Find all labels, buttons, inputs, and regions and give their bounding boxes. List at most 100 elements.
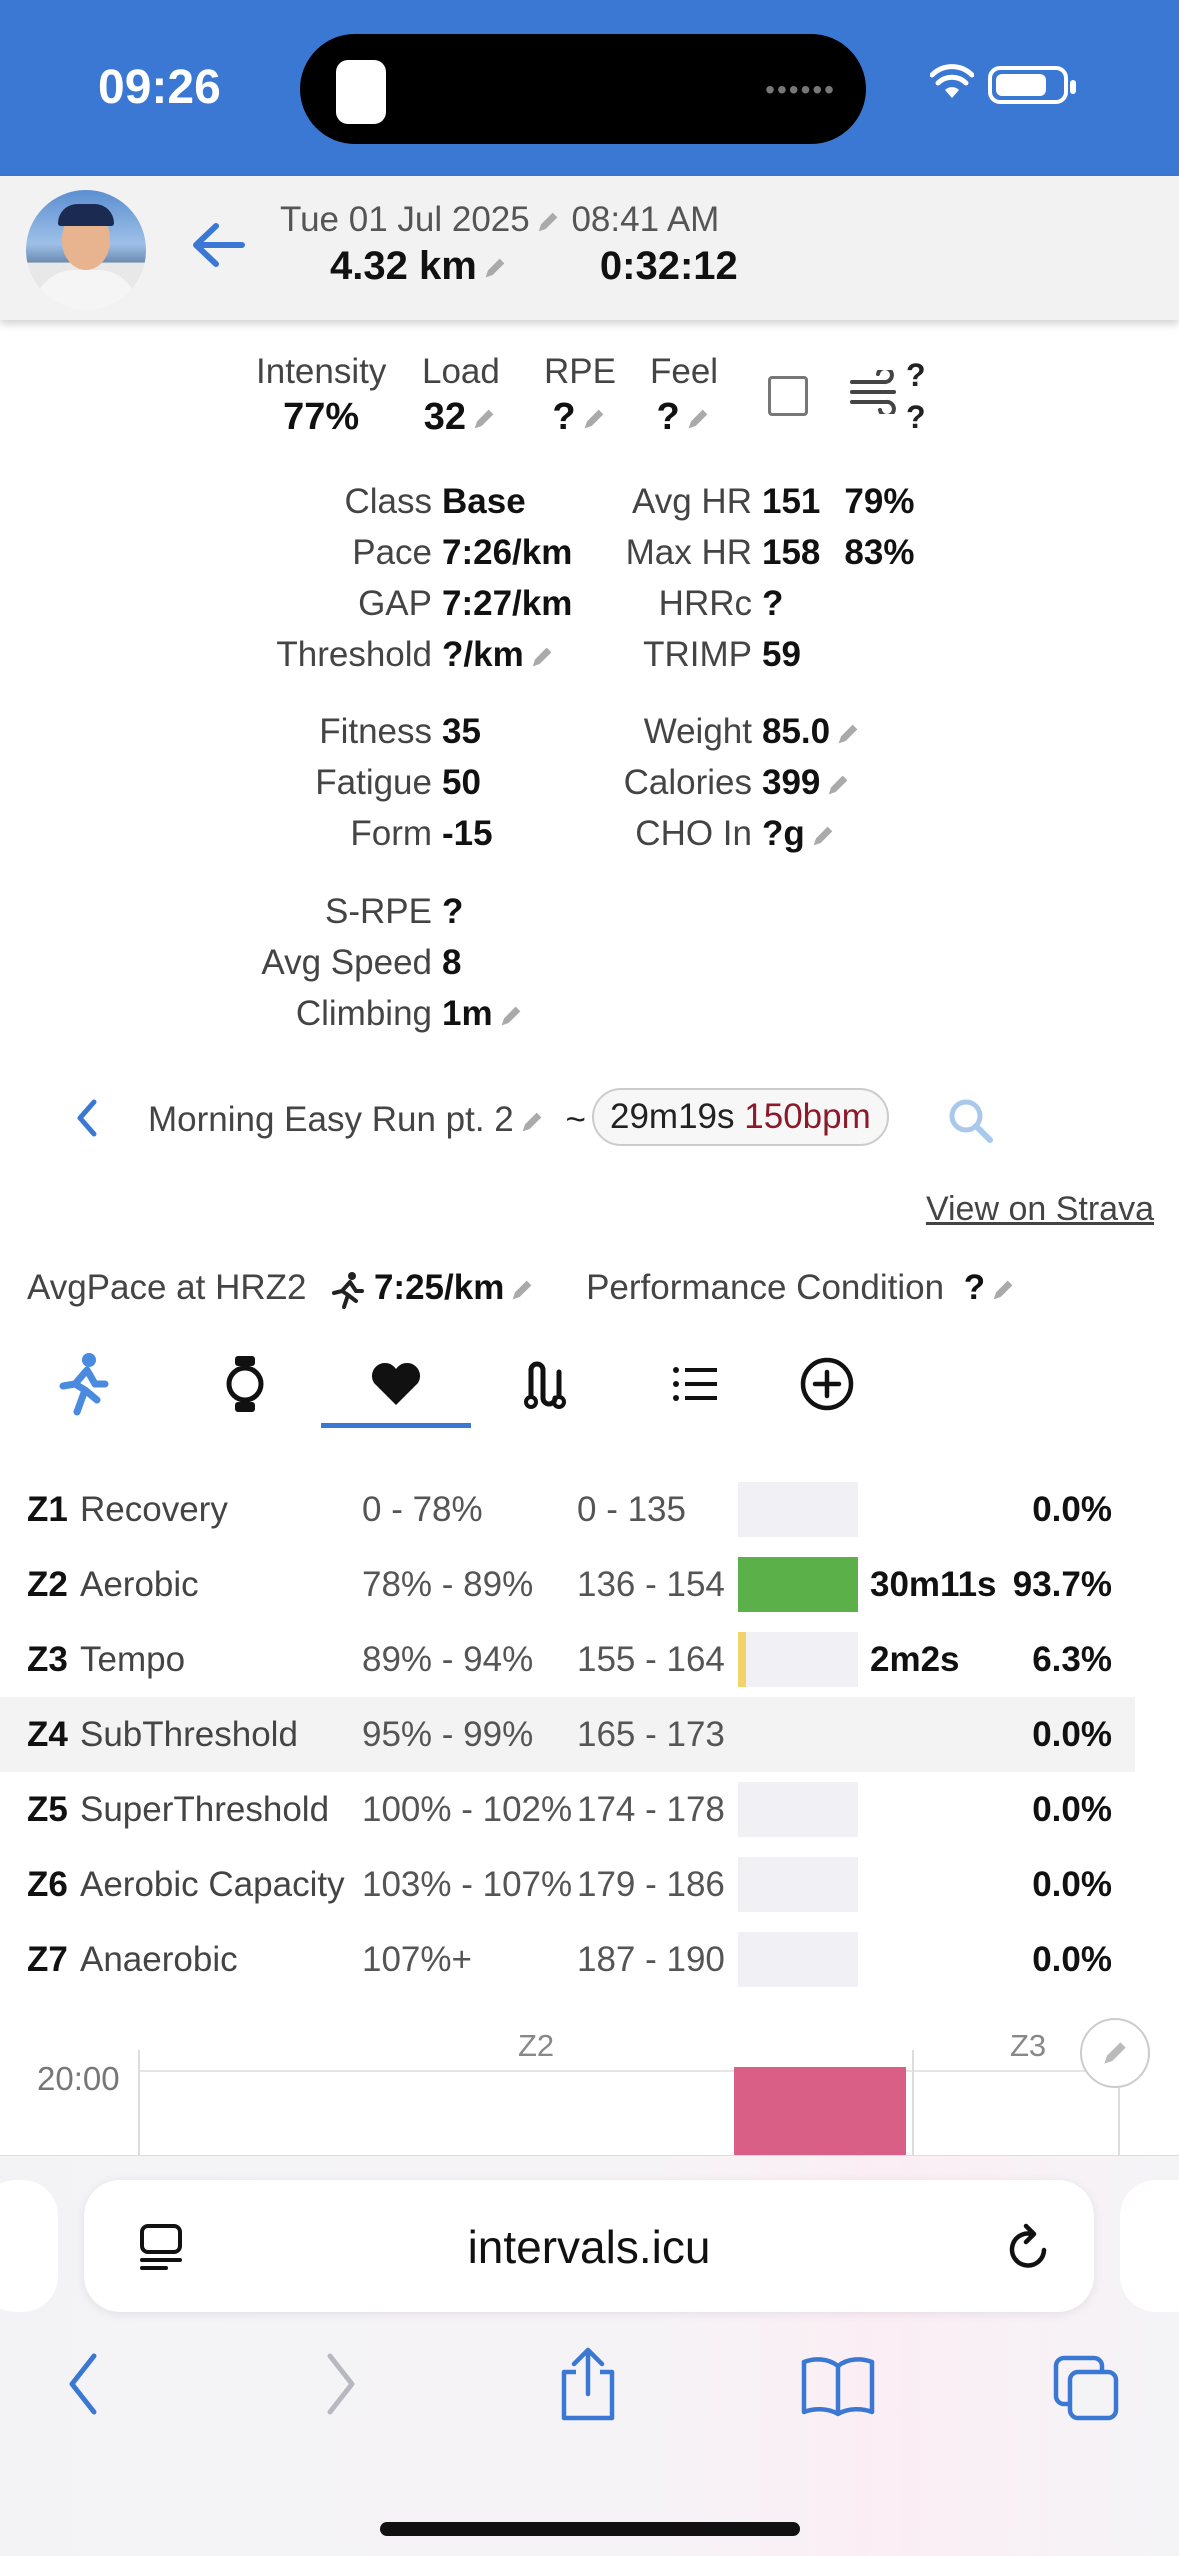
pencil-icon[interactable] <box>824 771 852 799</box>
zone-row-z6: Z6 Aerobic Capacity 103% - 107% 179 - 186 0.… <box>0 1847 1135 1922</box>
stat-feel[interactable]: Feel ? <box>650 352 719 438</box>
chart-gridline <box>138 2070 1118 2072</box>
avatar[interactable] <box>26 190 146 310</box>
zone-name: SuperThreshold <box>80 1790 330 1829</box>
pencil-icon[interactable] <box>534 208 562 236</box>
pencil-icon[interactable] <box>580 405 608 433</box>
stat-intensity: Intensity 77% <box>256 352 387 438</box>
zone-share: 6.3% <box>1032 1640 1112 1679</box>
tab-activity[interactable] <box>8 1338 158 1430</box>
avgpace-value[interactable]: 7:25/km <box>373 1268 505 1307</box>
bookmarks-icon[interactable] <box>800 2356 876 2418</box>
performance-condition-value[interactable]: ? <box>963 1268 986 1307</box>
stat-threshold[interactable]: Threshold ?/km <box>180 635 556 675</box>
stat-gap: GAP 7:27/km <box>358 584 573 623</box>
zone-share: 0.0% <box>1032 1790 1112 1829</box>
activity-distance[interactable]: 4.32 km <box>330 244 477 288</box>
status-time: 09:26 <box>98 61 221 114</box>
activity-date[interactable]: Tue 01 Jul 2025 <box>280 200 530 239</box>
tab-data[interactable] <box>620 1338 770 1430</box>
stat-cho-in[interactable]: CHO In ?g <box>600 814 837 854</box>
stat-avg-hr: Avg HR 151 79% <box>632 482 915 521</box>
pencil-icon[interactable] <box>497 1002 525 1030</box>
route-icon <box>524 1361 566 1409</box>
pencil-icon[interactable] <box>481 254 509 282</box>
performance-condition-label: Performance Condition <box>586 1268 945 1307</box>
zone-percent-range: 100% - 102% <box>362 1790 573 1829</box>
distance-duration-line: 4.32 km 0:32:12 <box>330 244 738 289</box>
reload-icon[interactable] <box>1004 2220 1054 2274</box>
url-text[interactable]: intervals.icu <box>467 2221 711 2273</box>
zone-row-z2: Z2 Aerobic 78% - 89% 136 - 154 30m11s 93.7% <box>0 1547 1135 1622</box>
avgpace-label: AvgPace at HRZ2 <box>27 1268 307 1307</box>
browser-forward-icon[interactable] <box>320 2352 360 2416</box>
zone-id: Z7 <box>27 1940 68 1979</box>
zone-bpm-range: 136 - 154 <box>577 1565 725 1604</box>
chevron-left-icon[interactable] <box>72 1098 102 1138</box>
pencil-icon[interactable] <box>684 405 712 433</box>
tab-overview-icon[interactable] <box>136 2222 186 2272</box>
previous-tab-card[interactable] <box>0 2180 58 2312</box>
stat-weight[interactable]: Weight 85.0 <box>600 712 862 752</box>
zone-row-z3: Z3 Tempo 89% - 94% 155 - 164 2m2s 6.3% <box>0 1622 1135 1697</box>
zone-id: Z3 <box>27 1640 68 1679</box>
stat-rpe[interactable]: RPE ? <box>544 352 616 438</box>
pencil-icon[interactable] <box>809 822 837 850</box>
zone-bar <box>738 1707 858 1762</box>
tabs-icon[interactable] <box>1052 2354 1122 2424</box>
tab-intervals[interactable] <box>470 1338 620 1430</box>
zone-share: 93.7% <box>1012 1565 1112 1604</box>
zone-id: Z1 <box>27 1490 68 1529</box>
commute-checkbox[interactable] <box>768 376 808 416</box>
zone-id: Z2 <box>27 1565 68 1604</box>
back-arrow-icon[interactable] <box>190 220 246 270</box>
stat-load[interactable]: Load 32 <box>422 352 500 438</box>
pencil-icon[interactable] <box>470 405 498 433</box>
next-tab-card[interactable] <box>1120 2180 1179 2312</box>
stat-fitness: Fitness 35 <box>319 712 481 751</box>
hr-zone-chart: 20:00 Z2 Z3 <box>0 2010 1179 2155</box>
zone-percent-range: 0 - 78% <box>362 1490 483 1529</box>
zone-bar <box>738 1632 858 1687</box>
zone-percent-range: 89% - 94% <box>362 1640 534 1679</box>
zone-name: Anaerobic <box>80 1940 238 1979</box>
activity-name[interactable]: Morning Easy Run pt. 2 ~ <box>148 1100 586 1139</box>
zone-share: 0.0% <box>1032 1940 1112 1979</box>
zone-row-z1: Z1 Recovery 0 - 78% 0 - 135 0.0% <box>0 1472 1135 1547</box>
runner-small-icon <box>332 1271 365 1309</box>
zone-percent-range: 95% - 99% <box>362 1715 534 1754</box>
stat-avg-speed: Avg Speed 8 <box>261 943 462 982</box>
pencil-icon[interactable] <box>508 1276 536 1304</box>
browser-back-icon[interactable] <box>64 2352 104 2416</box>
search-icon[interactable] <box>946 1096 994 1144</box>
zone-name: Tempo <box>80 1640 186 1679</box>
tab-add[interactable] <box>752 1338 902 1430</box>
zone-bar-fill <box>738 1557 858 1612</box>
view-on-strava-link[interactable]: View on Strava <box>925 1190 1154 1228</box>
stat-calories[interactable]: Calories 399 <box>600 763 852 803</box>
stat-form: Form -15 <box>350 814 493 853</box>
interval-summary-pill[interactable]: 29m19s 150bpm <box>592 1088 889 1146</box>
pencil-icon[interactable] <box>834 720 862 748</box>
status-bar: 09:26 •••••• <box>0 0 1179 176</box>
share-icon[interactable] <box>556 2346 620 2422</box>
pencil-icon[interactable] <box>518 1108 546 1136</box>
address-bar[interactable]: intervals.icu <box>84 2180 1094 2312</box>
chart-axis-line <box>138 2050 140 2155</box>
stat-climbing[interactable]: Climbing 1m <box>180 994 525 1034</box>
zone-bar <box>738 1932 858 1987</box>
pencil-icon[interactable] <box>528 643 556 671</box>
zone-row-z4: Z4 SubThreshold 95% - 99% 165 - 173 0.0% <box>0 1697 1135 1772</box>
zone-id: Z5 <box>27 1790 68 1829</box>
watch-icon <box>226 1356 264 1412</box>
pencil-icon[interactable] <box>989 1276 1017 1304</box>
dynamic-island: •••••• <box>300 34 866 144</box>
chart-edit-button[interactable] <box>1080 2018 1150 2088</box>
zone-bar <box>738 1782 858 1837</box>
zone-name: Aerobic <box>80 1565 199 1604</box>
tab-device[interactable] <box>170 1338 320 1430</box>
tab-heart-rate[interactable] <box>321 1338 471 1430</box>
add-icon <box>800 1357 854 1411</box>
zone-time: 30m11s <box>870 1565 997 1604</box>
stat-max-hr: Max HR 158 83% <box>625 533 915 572</box>
